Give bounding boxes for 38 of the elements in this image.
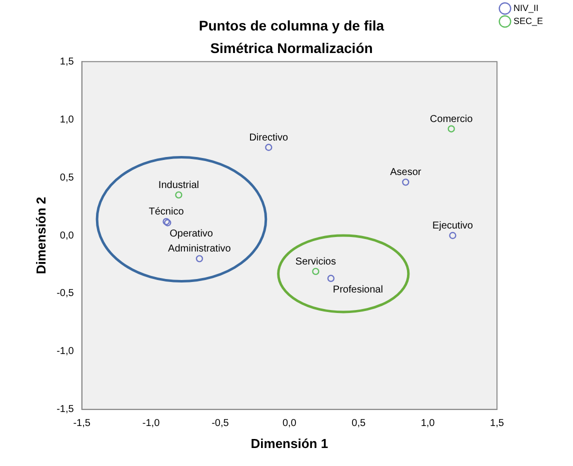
chart-title: Puntos de columna y de fila xyxy=(198,17,384,34)
annotation: Asesor xyxy=(390,167,422,178)
annotation: Técnico xyxy=(148,206,184,218)
point xyxy=(312,268,320,276)
annotation: Operativo xyxy=(170,228,214,240)
x-tick-label: 0,5 xyxy=(352,418,366,430)
point xyxy=(402,178,410,186)
x-tick-label: -1,5 xyxy=(73,418,91,430)
x-tick-label: 0,0 xyxy=(282,418,297,430)
y-axis-title: Dimensión 2 xyxy=(33,196,48,274)
point xyxy=(448,125,455,132)
point xyxy=(449,232,456,240)
annotation: Ejecutivo xyxy=(432,220,474,232)
y-tick-label: -0,5 xyxy=(56,288,74,300)
y-tick-label: 1,5 xyxy=(60,56,74,68)
annotation: Administrativo xyxy=(168,244,232,255)
point xyxy=(265,144,272,151)
x-axis-title: Dimensión 1 xyxy=(250,436,328,451)
y-tick-label: 0,5 xyxy=(60,172,74,184)
legend-label: SEC_E xyxy=(513,16,543,26)
y-tick-label: 1,0 xyxy=(60,114,74,126)
annotation: Profesional xyxy=(332,284,383,296)
y-tick-label: -1,5 xyxy=(56,404,74,416)
chart-subtitle: Simétrica Normalización xyxy=(210,40,373,56)
point xyxy=(327,274,335,282)
point xyxy=(196,255,204,262)
y-tick-label: 0,0 xyxy=(60,230,74,242)
x-tick-label: 1,0 xyxy=(420,418,436,430)
legend-label: NIV_II xyxy=(513,2,538,13)
annotation: Industrial xyxy=(158,180,199,191)
annotation: Directivo xyxy=(249,132,289,144)
x-tick-label: -0,5 xyxy=(212,418,230,430)
annotation: Servicios xyxy=(295,256,336,268)
x-tick-label: 1,5 xyxy=(490,418,504,430)
point xyxy=(175,191,182,199)
annotation: Comercio xyxy=(430,114,474,125)
x-tick-label: -1,0 xyxy=(142,418,160,430)
y-tick-label: -1,0 xyxy=(56,346,74,358)
